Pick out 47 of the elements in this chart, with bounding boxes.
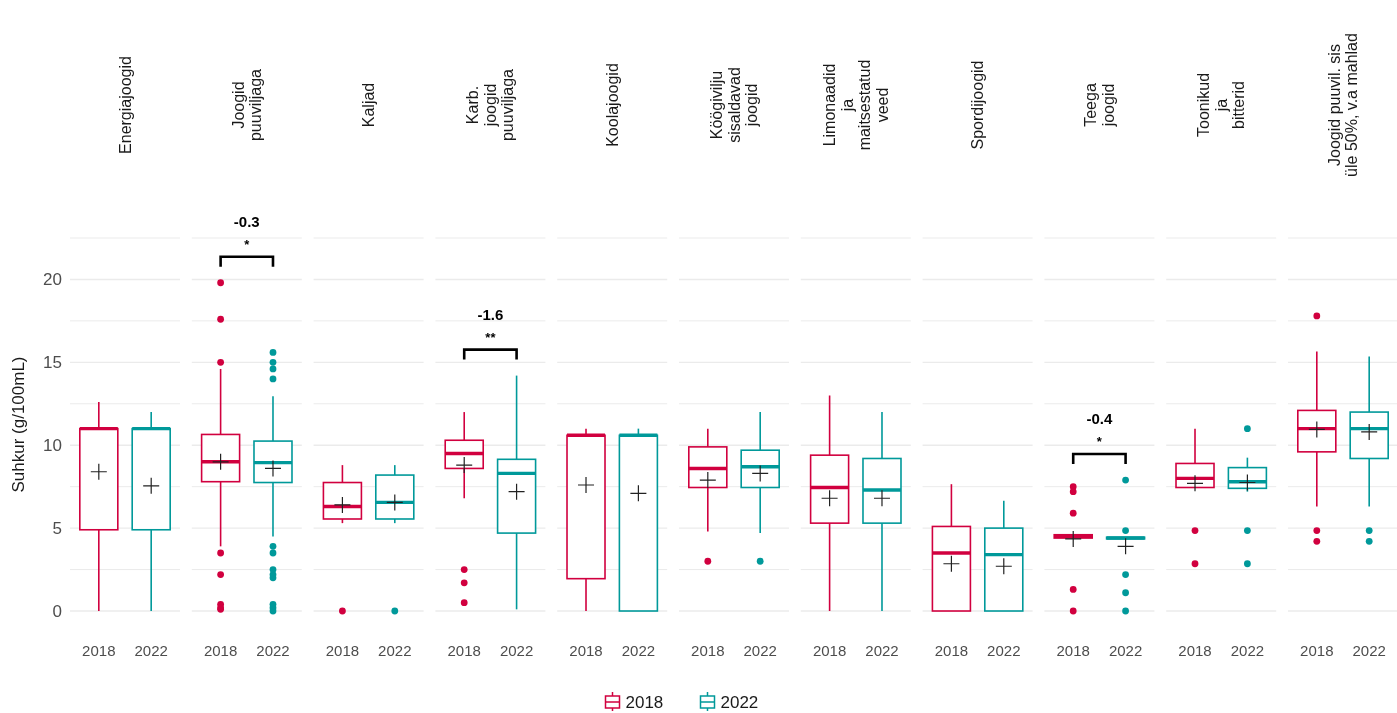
annotation: * xyxy=(244,236,251,252)
annotation: * xyxy=(1096,434,1103,450)
x-tick-label: 2018 xyxy=(325,642,360,659)
chart-title: Kaljad xyxy=(360,82,378,128)
chart-title: Toonikud ja bitterid xyxy=(1195,72,1248,138)
chart-title: Teega joogid xyxy=(1082,83,1117,128)
legend-label: 2018 xyxy=(625,693,664,712)
annotation: -1.6 xyxy=(477,305,504,323)
x-tick-label: 2022 xyxy=(1108,642,1143,659)
x-tick-label: 2018 xyxy=(569,642,603,659)
x-tick-label: 2022 xyxy=(499,642,534,659)
x-tick-label: 2018 xyxy=(1178,642,1212,659)
annotation: ** xyxy=(485,329,497,345)
chart-title: Köögivilju sisaldavad joogid xyxy=(708,67,760,143)
x-tick-label: 2022 xyxy=(1352,642,1386,659)
y-tick-label: 0 xyxy=(52,602,62,621)
y-tick-label: 10 xyxy=(43,436,62,456)
chart-title: Limonaadid ja maitsestatud veed xyxy=(821,59,891,151)
chart-title: Joogid puuvil. sis üle 50%, v.a mahlad xyxy=(1325,33,1361,177)
x-tick-label: 2022 xyxy=(134,642,168,659)
chart-title: Joogid puuviljaga xyxy=(229,68,265,142)
x-tick-label: 2018 xyxy=(1300,642,1334,659)
x-tick-label: 2018 xyxy=(812,642,847,659)
chart-title: Spordijoogid xyxy=(969,60,987,150)
x-tick-label: 2022 xyxy=(865,642,899,659)
annotation: -0.4 xyxy=(1086,410,1113,428)
x-tick-label: 2022 xyxy=(1230,642,1265,659)
chart-title: Koolajoogid xyxy=(603,63,621,147)
chart-title: Energiajoogid xyxy=(116,56,134,154)
x-tick-label: 2022 xyxy=(256,642,290,659)
x-tick-label: 2018 xyxy=(447,642,481,659)
x-tick-label: 2018 xyxy=(691,642,725,659)
x-tick-label: 2018 xyxy=(203,642,238,659)
y-tick-label: 5 xyxy=(52,519,62,539)
x-tick-label: 2018 xyxy=(82,642,116,659)
x-tick-label: 2018 xyxy=(1056,642,1090,659)
text: -0.3 xyxy=(233,212,260,230)
chart-title: Karb. joogid puuviljaga xyxy=(464,68,517,142)
y-axis-title: Suhkur (g/100mL) xyxy=(9,356,28,493)
x-tick-label: 2022 xyxy=(378,642,412,659)
x-tick-label: 2022 xyxy=(743,642,777,659)
x-tick-label: 2022 xyxy=(621,642,656,659)
legend-label: 2022 xyxy=(720,693,759,712)
x-tick-label: 2018 xyxy=(934,642,969,659)
y-tick-label: 20 xyxy=(43,270,62,290)
x-tick-label: 2022 xyxy=(987,642,1021,659)
y-tick-label: 15 xyxy=(43,353,62,373)
